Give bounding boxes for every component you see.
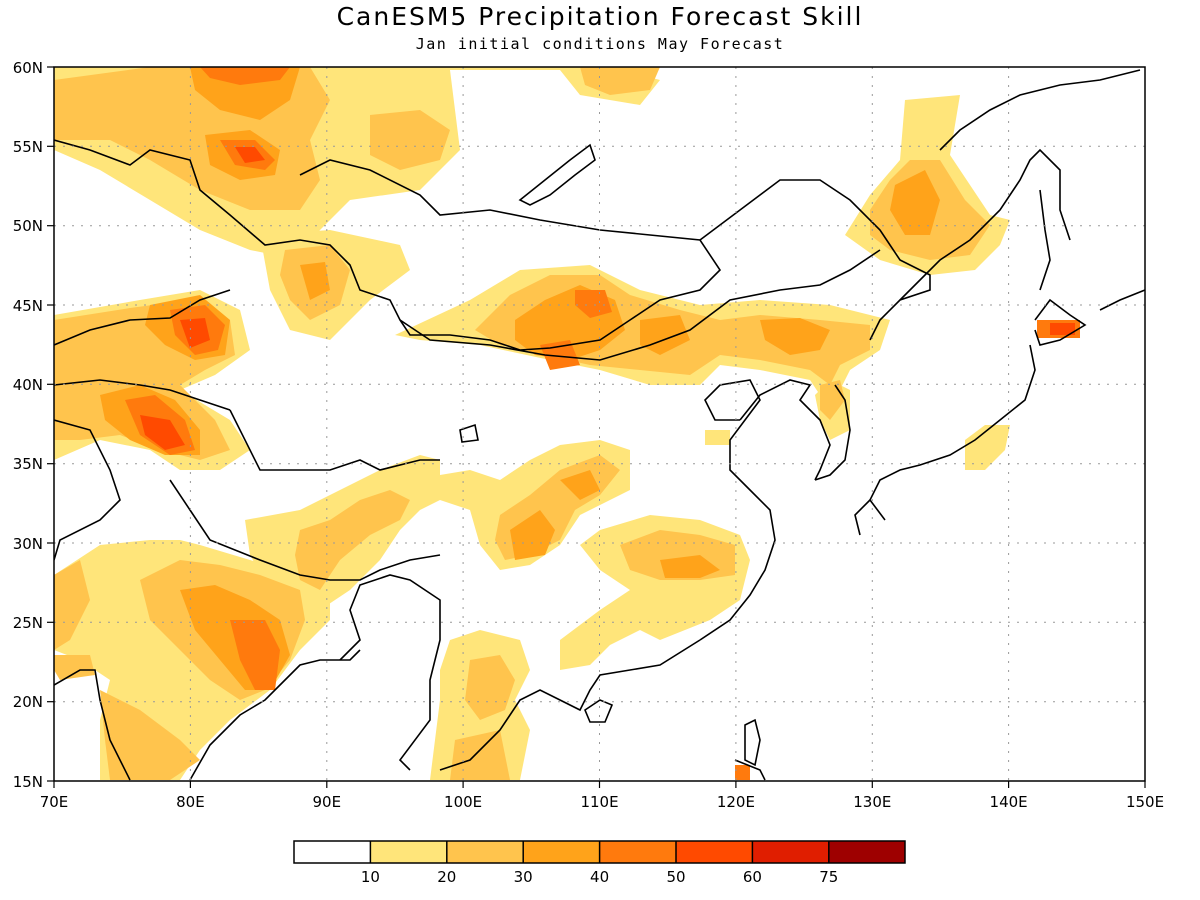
lon-tick-label: 70E	[40, 793, 69, 811]
kyushu-shikoku	[854, 499, 871, 536]
colorbar: 10 20 30 40 50 60 75	[293, 840, 906, 886]
lat-tick-label: 60N	[13, 59, 43, 77]
lat-tick-labels: 60N 55N 50N 45N 40N 35N 30N 25N 20N 15N	[13, 59, 43, 791]
lat-tick-label: 30N	[13, 535, 43, 553]
skill-region-ne-china-peak	[760, 318, 830, 355]
skill-region-west-edge-2	[54, 655, 95, 680]
kazakhstan-russia-border	[54, 139, 722, 351]
skill-region-central-china-west	[295, 490, 410, 590]
colorbar-label: 50	[666, 868, 685, 886]
afghan-pak-border	[54, 419, 121, 561]
colorbar-box-2	[446, 841, 524, 863]
skill-region-india-hot	[230, 620, 280, 690]
gridlines	[54, 67, 1145, 781]
skill-region-small-patch	[705, 430, 730, 445]
skill-level-50-60	[140, 147, 1075, 450]
hokkaido-coast	[1034, 298, 1087, 346]
lon-tick-label: 80E	[176, 793, 205, 811]
philippines-luzon	[734, 759, 766, 781]
colorbar-box-3	[523, 841, 600, 863]
skill-region-west-siberia-east	[370, 110, 450, 170]
hainan	[584, 699, 614, 723]
lon-tick-label: 150E	[1126, 793, 1164, 811]
lat-tick-label: 50N	[13, 217, 43, 235]
lat-tick-label: 55N	[13, 138, 43, 156]
taiwan-coast	[744, 718, 761, 767]
skill-region-south-china-peak	[660, 555, 720, 578]
lat-tick-label: 25N	[13, 614, 43, 632]
caspian-aral-region	[54, 289, 231, 346]
colorbar-box-6	[752, 841, 829, 863]
okhotsk-coast	[939, 69, 1141, 151]
skill-region-north-top	[200, 67, 290, 85]
india-china-himalaya	[169, 479, 441, 581]
colorbar-box-4	[599, 841, 676, 863]
colorbar-box-7	[828, 841, 905, 863]
mongolia-china-border	[399, 249, 881, 361]
skill-region-altai-peak	[300, 262, 330, 300]
sakhalin	[1039, 189, 1051, 291]
honshu-coast	[869, 344, 1036, 521]
russia-far-east-coast	[899, 148, 1071, 301]
china-east-coast	[699, 379, 776, 641]
lat-tick-label: 20N	[13, 693, 43, 711]
colorbar-label: 40	[590, 868, 609, 886]
kamchatka-hint	[1099, 289, 1145, 311]
baikal	[518, 143, 596, 206]
lat-tick-label: 35N	[13, 455, 43, 473]
skill-region-japan-honshu	[965, 425, 1010, 470]
colorbar-label: 30	[514, 868, 533, 886]
coastlines-and-borders	[54, 69, 1145, 781]
lon-tick-label: 140E	[990, 793, 1028, 811]
colorbar-box-0	[294, 841, 371, 863]
china-interior-border	[229, 409, 440, 471]
skill-region-amur-peak	[890, 170, 940, 235]
lon-tick-label: 110E	[580, 793, 618, 811]
lon-tick-labels: 70E 80E 90E 100E 110E 120E 130E 140E 150…	[40, 793, 1164, 811]
korea-coast	[814, 384, 851, 481]
lon-tick-label: 130E	[853, 793, 891, 811]
lon-tick-label: 120E	[717, 793, 755, 811]
skill-region-taiwan	[735, 765, 750, 780]
skill-region-west-siberia-max	[235, 147, 265, 163]
skill-region-central-china-outer	[245, 440, 630, 620]
skill-region-tianshan-max	[180, 318, 210, 348]
colorbar-label: 20	[437, 868, 456, 886]
colorbar-box-1	[370, 841, 447, 863]
skill-field	[54, 67, 1080, 780]
skill-region-mongolia-hot	[575, 290, 612, 318]
axis-ticks	[47, 66, 1146, 788]
colorbar-label: 75	[819, 868, 838, 886]
central-asia-borders	[54, 379, 231, 411]
colorbar-box-5	[676, 841, 753, 863]
india-coast-west	[54, 669, 131, 781]
skill-region-burma-south	[450, 730, 510, 780]
lon-tick-label: 100E	[444, 793, 482, 811]
colorbar-label: 60	[743, 868, 762, 886]
lat-tick-label: 45N	[13, 297, 43, 315]
lat-tick-label: 40N	[13, 376, 43, 394]
lon-tick-label: 90E	[313, 793, 342, 811]
skill-region-myanmar-core	[465, 655, 515, 720]
skill-region-west-edge	[54, 560, 90, 650]
tibet-plateau-lakes	[459, 423, 479, 443]
bangladesh-myanmar	[339, 574, 441, 771]
map-title: CanESM5 Precipitation Forecast Skill	[336, 2, 864, 31]
indochina-coast	[439, 639, 701, 771]
colorbar-label: 10	[361, 868, 380, 886]
skill-region-kunlun-max	[140, 415, 185, 450]
map-subtitle: Jan initial conditions May Forecast	[415, 35, 785, 53]
skill-region-india-south	[100, 690, 200, 780]
skill-region-central-china-peak	[510, 510, 555, 560]
skill-region-hokkaido-max	[1050, 323, 1075, 335]
lat-tick-label: 15N	[13, 773, 43, 791]
skill-region-north-lobe	[580, 67, 660, 95]
china-northeast-border	[699, 179, 931, 341]
skill-region-central-china-peak-2	[560, 470, 600, 500]
bohai-liaodong	[739, 379, 831, 481]
skill-region-mongolia-peak-2	[640, 315, 690, 355]
